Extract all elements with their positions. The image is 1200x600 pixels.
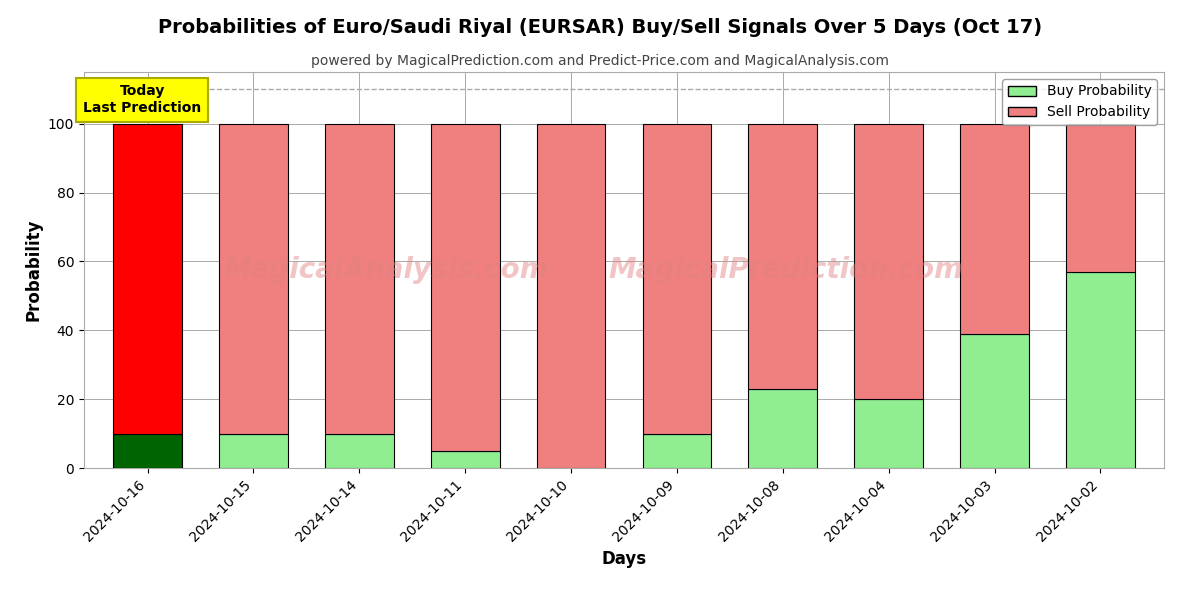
- Bar: [749, 389, 817, 468]
- Bar: [431, 451, 499, 468]
- Bar: [1066, 124, 1135, 272]
- Text: MagicalAnalysis.com: MagicalAnalysis.com: [223, 256, 550, 284]
- Text: MagicalPrediction.com: MagicalPrediction.com: [608, 256, 964, 284]
- Bar: [960, 334, 1030, 468]
- Bar: [960, 124, 1030, 334]
- Bar: [1066, 272, 1135, 468]
- Bar: [325, 124, 394, 434]
- Bar: [113, 434, 182, 468]
- Y-axis label: Probability: Probability: [24, 219, 42, 321]
- Bar: [854, 399, 923, 468]
- Bar: [220, 434, 288, 468]
- Bar: [536, 124, 606, 468]
- Text: Probabilities of Euro/Saudi Riyal (EURSAR) Buy/Sell Signals Over 5 Days (Oct 17): Probabilities of Euro/Saudi Riyal (EURSA…: [158, 18, 1042, 37]
- Bar: [220, 124, 288, 434]
- X-axis label: Days: Days: [601, 550, 647, 568]
- Text: powered by MagicalPrediction.com and Predict-Price.com and MagicalAnalysis.com: powered by MagicalPrediction.com and Pre…: [311, 54, 889, 68]
- Bar: [854, 124, 923, 399]
- Bar: [113, 124, 182, 434]
- Legend: Buy Probability, Sell Probability: Buy Probability, Sell Probability: [1002, 79, 1157, 125]
- Bar: [749, 124, 817, 389]
- Bar: [325, 434, 394, 468]
- Text: Today
Last Prediction: Today Last Prediction: [83, 85, 202, 115]
- Bar: [642, 434, 712, 468]
- Bar: [642, 124, 712, 434]
- Bar: [431, 124, 499, 451]
